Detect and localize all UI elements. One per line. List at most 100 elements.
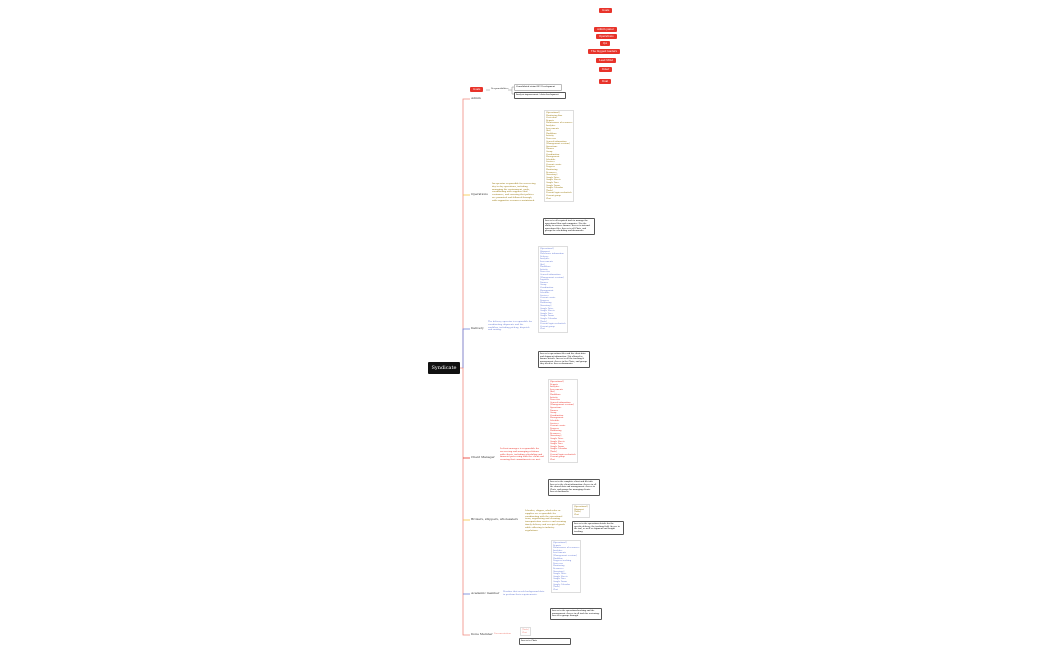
list-item: Google Calendar [550,448,568,451]
access-note: Access to the complete client and file i… [548,479,600,496]
list-item: Coordination [546,153,560,156]
list-item: Google Drive [550,438,564,441]
branch-node[interactable]: Delivery [471,326,484,330]
branch-node[interactable]: Operations [471,192,488,196]
list-item: Current login credentials [546,192,572,195]
list-item: Processes [550,399,561,402]
list-item: Management [540,289,554,292]
list-item: [Tools] [546,189,553,192]
branch-description: A broker, shipper, wholesaler or supplie… [525,509,567,532]
access-note: Access to the operations/tracking and th… [550,608,602,620]
list-item: Progress tracking [553,560,572,563]
branch-description: A client manager is responsible for over… [500,447,544,462]
top-tag[interactable]: Lead Mind [596,58,617,63]
top-tag[interactable]: Inner [599,67,613,72]
list-item: Warehouse information [540,253,564,256]
list-item: General information [546,140,567,143]
list-item: Schedule [546,158,556,161]
list-item: General information [550,401,571,404]
permission-list: [Operational] Reports Analytics Assessments… [548,379,578,464]
list-item: [Tools] [522,629,529,631]
list-item: Google Docs [546,182,559,185]
list-item: Shipment [574,508,584,511]
list-item: Google Docs [553,578,566,581]
branch-node[interactable]: Admin [471,96,481,100]
list-item: Chat [522,631,527,634]
list-item: Analytics [546,124,556,127]
list-item: [Management sessions] [550,404,574,407]
permission-list: [Operational] Monitoring flow Costs data Re… [544,110,575,203]
list-item: Google Calendar [546,187,564,190]
list-item: Reports [550,383,558,386]
goals-node[interactable]: Goals [470,87,484,92]
list-item: Current group [550,456,565,459]
list-item: Reports [546,119,554,122]
list-item: [Operational] [546,112,560,114]
list-item: Google Sheets [546,179,561,182]
list-item: Group [540,284,547,287]
list-item: Processes [553,562,564,565]
list-item: Shipment [540,250,550,253]
access-note: Access to Chats [519,638,571,645]
list-item: Current events [540,297,556,300]
list-item: Services [546,161,555,164]
list-item: [Art] [546,130,551,133]
top-tag[interactable]: QA [600,41,610,46]
list-item: Google Drive [553,573,567,576]
list-item: [Management sessions] [553,554,577,557]
list-item: Analytics [553,549,563,552]
branch-description: Documentation [494,632,511,635]
list-item: Finance [550,409,559,412]
list-item: [Operational] [550,381,564,383]
list-item: Current login credentials [550,453,576,456]
list-item: Google Docs [550,443,563,446]
list-item: Coordination [540,286,554,289]
list-item: [Tools] [553,586,560,589]
access-note: Access to the operations details for the… [572,521,624,536]
branch-node[interactable]: Academic member [471,591,500,595]
list-item: Workflows [546,132,557,135]
top-tag[interactable]: The biggest leaders [588,49,620,54]
branch-description: The delivery operator is responsible for… [488,320,532,332]
branch-node[interactable]: Client Manager [471,455,495,459]
list-item: [Tools] [574,511,581,514]
top-tag[interactable]: Dual [599,79,612,84]
list-item: General information [540,273,561,276]
branch-node[interactable]: Done Member [471,632,493,636]
root-node[interactable]: Syndicate [428,362,460,374]
permission-list: [Tools] Chat [520,627,531,637]
list-item: Workflow [553,557,563,560]
list-item: Processes [540,271,551,274]
list-item: Services [550,422,559,425]
list-item: [Operational] [574,506,588,508]
list-item: Google Forms [546,184,561,187]
list-item: Google Drive [540,307,554,310]
top-tag[interactable]: Goals [599,8,613,13]
list-item: Finance [546,148,555,151]
list-item: Reports [553,544,561,547]
list-item: Google Sheets [550,440,565,443]
list-item: Activity [546,135,554,138]
goals-item: Analysis improvement / data development [514,92,566,99]
list-item: Logistics [540,279,550,282]
goals-label: Goals [473,88,481,91]
list-item: [Inventory] [553,570,565,573]
list-item: Chat [546,197,551,200]
list-item: Group [546,150,553,153]
list-item: [Inventory] [540,305,552,308]
list-item: Progress [550,427,559,430]
list-item: Operations [546,145,558,148]
list-item: Schedule [550,419,560,422]
list-item: Current login credentials [540,323,566,326]
top-tag[interactable]: Operations [596,34,617,39]
list-item: Assessments [546,127,559,130]
list-item: Activity [540,268,548,271]
top-tag[interactable]: Admin panel [594,27,617,32]
list-item: Google Drive [546,176,560,179]
list-item: Current events [546,163,562,166]
branch-description: An operator responsible for overseeing d… [492,182,536,202]
list-item: Google Calendar [540,318,558,321]
branch-node[interactable]: Brokers, shippers, wholesalers [471,517,518,521]
list-item: Costs data [546,117,557,120]
permission-list: [Operational] Shipment [Tools] Chat [572,504,590,519]
